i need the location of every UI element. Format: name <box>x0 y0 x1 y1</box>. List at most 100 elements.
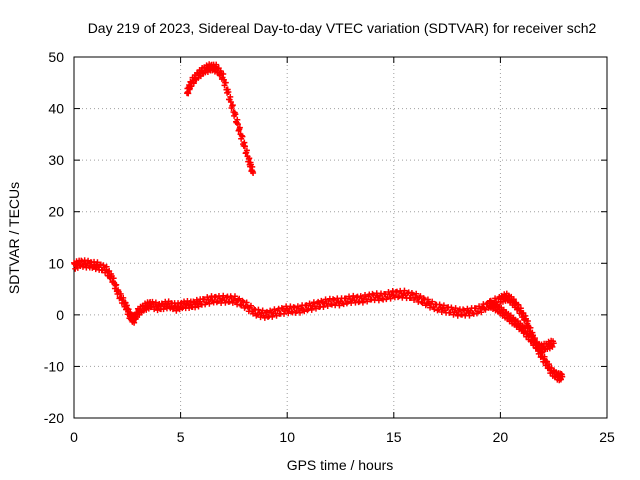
data-point <box>225 88 232 95</box>
data-point <box>222 79 229 86</box>
data-point <box>103 263 110 270</box>
data-point <box>269 313 276 320</box>
data-point <box>359 299 366 306</box>
data-point <box>220 71 227 78</box>
data-point <box>429 298 436 305</box>
data-point <box>549 343 556 350</box>
data-point <box>262 309 269 316</box>
data-point <box>231 293 238 300</box>
data-point <box>312 305 319 312</box>
data-point <box>450 311 457 318</box>
data-point <box>527 324 534 331</box>
data-point <box>541 353 548 360</box>
data-point <box>255 306 262 313</box>
chart-title: Day 219 of 2023, Sidereal Day-to-day VTE… <box>88 20 597 36</box>
data-point <box>434 307 441 314</box>
data-point <box>330 296 337 303</box>
data-point <box>324 302 331 309</box>
data-point <box>436 301 443 308</box>
data-point <box>291 304 298 311</box>
data-point <box>524 328 531 335</box>
data-point <box>385 289 392 296</box>
data-point <box>356 298 363 305</box>
data-point <box>308 306 315 313</box>
data-point <box>278 305 285 312</box>
data-point <box>517 305 524 312</box>
series-2 <box>71 257 566 384</box>
data-point <box>401 287 408 294</box>
data-point <box>173 307 180 314</box>
plot-frame <box>73 56 608 419</box>
data-point <box>229 102 236 109</box>
data-point <box>261 314 268 321</box>
data-point <box>331 297 338 304</box>
data-point <box>246 155 253 162</box>
data-point <box>113 281 120 288</box>
y-tick-label: 30 <box>48 152 64 168</box>
data-point <box>418 298 425 305</box>
data-point <box>294 303 301 310</box>
data-point <box>241 143 248 150</box>
data-point <box>192 304 199 311</box>
data-point <box>247 302 254 309</box>
data-point <box>336 302 343 309</box>
y-tick-label: 50 <box>48 49 64 65</box>
grid-lines <box>74 57 607 418</box>
data-point <box>250 170 257 177</box>
data-point <box>110 275 117 282</box>
data-point <box>350 292 357 299</box>
axis-ticks: 0 5 10 15 20 25 -20 -10 0 10 20 30 40 50 <box>44 49 615 445</box>
data-point <box>273 312 280 319</box>
data-point <box>417 293 424 300</box>
data-point <box>185 90 192 97</box>
data-point <box>550 340 557 347</box>
data-point <box>229 299 236 306</box>
data-point <box>288 308 295 315</box>
data-point <box>125 306 132 313</box>
data-points <box>71 61 566 384</box>
x-tick-label: 15 <box>386 429 402 445</box>
data-point <box>459 311 466 318</box>
data-point <box>454 312 461 319</box>
data-point <box>483 300 490 307</box>
data-point <box>226 298 233 305</box>
data-point <box>227 98 234 105</box>
y-tick-label: 0 <box>56 307 64 323</box>
data-point <box>236 295 243 302</box>
data-point <box>364 298 371 305</box>
data-point <box>413 290 420 297</box>
data-point <box>206 300 213 307</box>
data-point <box>243 299 250 306</box>
y-axis-label: SDTVAR / TECUs <box>6 182 22 294</box>
data-point <box>301 308 308 315</box>
data-point <box>478 309 485 316</box>
data-point <box>559 373 566 380</box>
data-point <box>120 294 127 301</box>
data-point <box>131 319 138 326</box>
data-point <box>232 111 239 118</box>
data-point <box>305 305 312 312</box>
data-point <box>152 299 159 306</box>
x-tick-label: 10 <box>279 429 295 445</box>
y-tick-label: 10 <box>48 255 64 271</box>
data-point <box>320 303 327 310</box>
data-point <box>234 121 241 128</box>
x-tick-label: 20 <box>493 429 509 445</box>
y-tick-label: -10 <box>44 358 64 374</box>
series-3 <box>486 298 557 355</box>
data-point <box>510 296 517 303</box>
data-point <box>222 299 229 306</box>
data-point <box>106 268 113 275</box>
x-axis-label: GPS time / hours <box>287 457 394 473</box>
data-point <box>212 293 219 300</box>
data-point <box>253 312 260 319</box>
data-point <box>259 307 266 314</box>
data-point <box>387 295 394 302</box>
data-point <box>285 310 292 317</box>
data-point <box>190 80 197 87</box>
x-tick-label: 0 <box>70 429 78 445</box>
data-point <box>353 294 360 301</box>
y-tick-label: 40 <box>48 101 64 117</box>
data-point <box>424 296 431 303</box>
